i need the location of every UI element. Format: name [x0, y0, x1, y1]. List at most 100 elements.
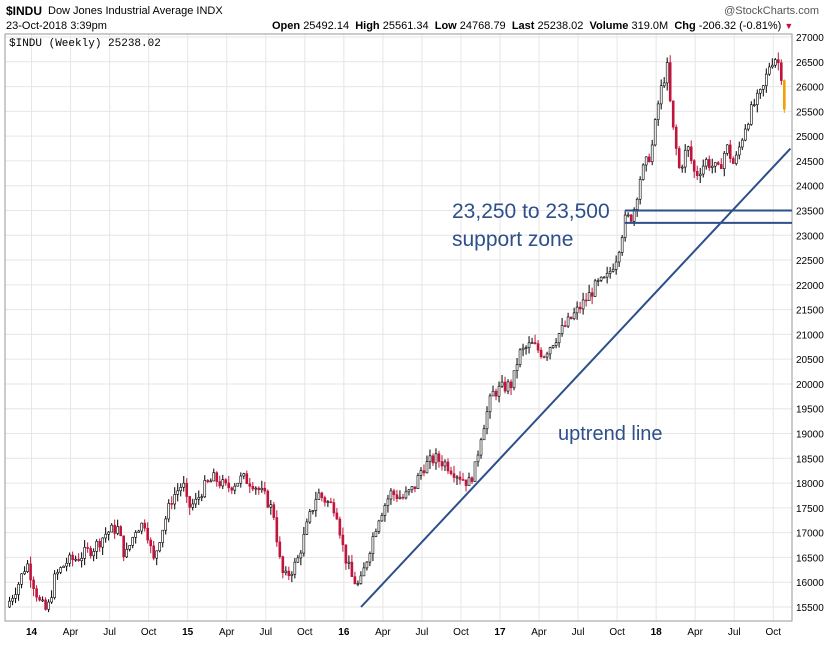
candle-body: [206, 480, 210, 483]
uptrend-line-label: uptrend line: [558, 423, 663, 445]
candle-body: [314, 499, 318, 511]
candle-body: [245, 473, 249, 485]
candle-body: [521, 347, 525, 351]
candle-body: [674, 126, 678, 149]
x-tick-label: Jul: [572, 627, 585, 638]
x-tick-label: Jul: [259, 627, 272, 638]
candle-body: [725, 144, 729, 154]
volume-label: Volume: [589, 20, 629, 32]
candle-body: [647, 156, 651, 163]
candle-body: [590, 292, 594, 297]
y-tick-label: 27000: [796, 33, 824, 44]
candle-body: [164, 518, 168, 531]
open-label: Open: [272, 20, 301, 32]
candle-body: [227, 482, 231, 489]
candle-body: [137, 530, 140, 533]
annotation-lines: [360, 147, 792, 608]
candle-body: [404, 491, 408, 499]
candle-body: [728, 144, 732, 159]
candle-body: [173, 494, 177, 505]
candle-body: [269, 504, 273, 508]
uptrend-line: [360, 147, 792, 608]
candle-body: [320, 492, 324, 498]
candle-body: [452, 473, 456, 478]
candle-body: [767, 66, 771, 75]
candle-body: [116, 526, 119, 534]
x-tick-label: Oct: [141, 627, 157, 638]
candle-body: [656, 103, 660, 120]
candle-body: [74, 558, 77, 561]
symbol-label: $INDU: [6, 4, 43, 18]
x-tick-label: Apr: [531, 627, 547, 638]
candle-body: [41, 599, 44, 602]
candle-body: [119, 526, 122, 537]
candle-body: [377, 520, 381, 532]
y-tick-label: 20000: [796, 380, 824, 391]
y-tick-label: 19000: [796, 430, 824, 441]
candle-body: [299, 552, 303, 559]
candle-body: [368, 553, 372, 563]
candle-body: [695, 170, 699, 176]
candle-body: [362, 567, 366, 577]
candle-body: [359, 575, 363, 584]
candle-body: [50, 597, 53, 603]
candle-body: [356, 583, 360, 585]
candle-body: [689, 146, 693, 161]
candle-body: [101, 537, 104, 548]
candle-body: [626, 214, 630, 217]
candle-body: [89, 548, 92, 557]
candle-body: [701, 165, 705, 175]
candle-body: [641, 164, 645, 180]
candle-body: [233, 485, 237, 491]
candle-body: [752, 104, 756, 106]
candle-body: [572, 312, 576, 319]
chg-value: -206.32 (-0.81%): [698, 20, 782, 32]
candle-body: [530, 342, 534, 344]
candle-body: [158, 542, 162, 552]
candle-body: [32, 579, 35, 589]
candle-body: [560, 325, 564, 334]
candle-body: [188, 496, 192, 508]
candle-body: [722, 152, 726, 169]
x-axis: 14 Apr Jul Oct 15 Apr Jul Oct 16 Apr Jul Oct 17 Apr Ju…: [26, 627, 781, 638]
candle-body: [545, 353, 549, 358]
y-tick-label: 17000: [796, 529, 824, 540]
candle-body: [774, 59, 777, 66]
candle-body: [398, 496, 402, 499]
candle-body: [77, 558, 80, 561]
candle-body: [428, 455, 432, 462]
candle-body: [569, 316, 573, 319]
candle-body: [503, 381, 507, 392]
candle-body: [611, 268, 615, 272]
candle-body: [581, 299, 585, 310]
candle-body: [431, 455, 435, 464]
candle-body: [14, 594, 17, 599]
candle-body: [491, 390, 495, 397]
candle-body: [497, 385, 501, 397]
candle-body: [56, 572, 59, 575]
candle-body: [422, 470, 426, 474]
candle-body: [287, 570, 291, 576]
candle-body: [374, 531, 378, 537]
stockcharts-logo[interactable]: @StockCharts.com: [724, 5, 819, 17]
candle-body: [623, 214, 627, 238]
plot-frame: [4, 33, 793, 622]
candle-body: [755, 92, 759, 105]
candle-body: [155, 550, 159, 559]
candle-body: [341, 534, 345, 546]
candle-body: [620, 237, 624, 253]
candle-body: [401, 496, 405, 499]
candle-body: [221, 479, 225, 487]
candle-body: [410, 486, 414, 491]
candle-body: [455, 476, 459, 479]
candle-body: [353, 576, 357, 585]
candle-body: [749, 104, 753, 125]
candle-body: [275, 517, 279, 543]
candle-body: [146, 527, 149, 541]
y-tick-label: 16000: [796, 578, 824, 589]
candle-body: [95, 541, 98, 552]
candle-body: [122, 535, 125, 558]
candle-body: [602, 276, 606, 279]
candle-body: [476, 454, 480, 463]
